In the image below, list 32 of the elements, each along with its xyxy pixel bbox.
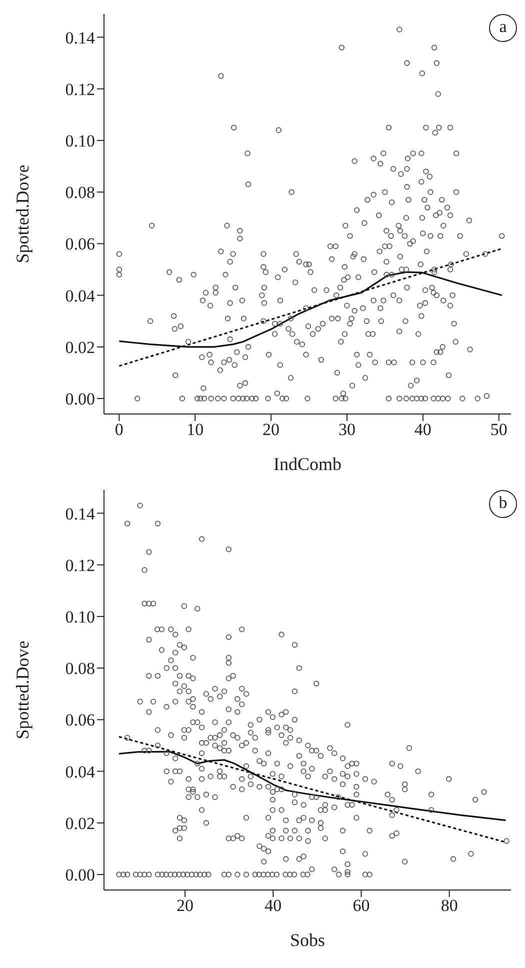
x-tick-label: 10 xyxy=(186,420,204,440)
annotation: a xyxy=(498,17,508,37)
x-tick-label: 30 xyxy=(338,420,356,440)
y-tick-label: 0.10 xyxy=(65,131,95,150)
y-tick-label: 0.04 xyxy=(65,762,96,782)
y-tick-label: 0.12 xyxy=(65,556,95,575)
x-tick-label: 60 xyxy=(352,896,370,916)
x-tick-label: 40 xyxy=(264,896,282,916)
x-tick-label: 20 xyxy=(262,420,280,440)
x-axis-title: IndComb xyxy=(273,454,342,474)
x-axis-title: Sobs xyxy=(290,930,326,950)
x-tick-label: 50 xyxy=(490,420,508,440)
y-tick-label: 0.08 xyxy=(65,659,95,678)
y-tick-label: 0.08 xyxy=(65,183,95,202)
y-tick-label: 0.04 xyxy=(65,286,96,306)
y-tick-label: 0.14 xyxy=(65,28,96,48)
y-tick-label: 0.00 xyxy=(65,866,95,885)
y-tick-label: 0.06 xyxy=(65,710,95,730)
y-tick-label: 0.02 xyxy=(65,338,95,357)
y-tick-label: 0.12 xyxy=(65,80,95,99)
y-tick-label: 0.02 xyxy=(65,814,95,833)
x-tick-label: 20 xyxy=(176,896,194,916)
y-tick-label: 0.06 xyxy=(65,234,95,254)
y-axis-title: Spotted.Dove xyxy=(12,640,32,740)
annotation: b xyxy=(498,493,508,513)
x-tick-label: 0 xyxy=(114,420,124,440)
x-tick-label: 80 xyxy=(440,896,458,916)
y-axis-title: Spotted.Dove xyxy=(12,164,32,264)
y-tick-label: 0.10 xyxy=(65,607,95,626)
y-tick-label: 0.14 xyxy=(65,504,96,524)
y-tick-label: 0.00 xyxy=(65,390,95,409)
x-tick-label: 40 xyxy=(414,420,432,440)
